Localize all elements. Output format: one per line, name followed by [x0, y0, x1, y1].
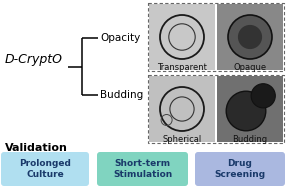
FancyBboxPatch shape	[195, 152, 285, 186]
FancyBboxPatch shape	[97, 152, 188, 186]
Bar	[217, 76, 283, 142]
Bar	[217, 4, 283, 70]
Circle shape	[238, 25, 262, 49]
Text: Drug
Screening: Drug Screening	[214, 159, 265, 179]
Circle shape	[251, 84, 275, 108]
Text: Short-term
Stimulation: Short-term Stimulation	[113, 159, 172, 179]
Circle shape	[228, 15, 272, 59]
Bar	[149, 76, 215, 142]
Circle shape	[226, 91, 266, 131]
Text: Budding: Budding	[100, 90, 143, 100]
Bar	[149, 4, 215, 70]
Circle shape	[170, 97, 194, 121]
Text: Opaque: Opaque	[233, 63, 267, 72]
Text: Transparent: Transparent	[157, 63, 207, 72]
FancyBboxPatch shape	[1, 152, 89, 186]
Text: Prolonged
Culture: Prolonged Culture	[19, 159, 71, 179]
Text: Validation: Validation	[5, 143, 68, 153]
Text: Opacity: Opacity	[100, 33, 140, 43]
Circle shape	[169, 24, 195, 50]
Text: Budding: Budding	[232, 135, 267, 144]
Text: Spherical: Spherical	[162, 135, 202, 144]
Text: D-CryptO: D-CryptO	[5, 53, 63, 67]
